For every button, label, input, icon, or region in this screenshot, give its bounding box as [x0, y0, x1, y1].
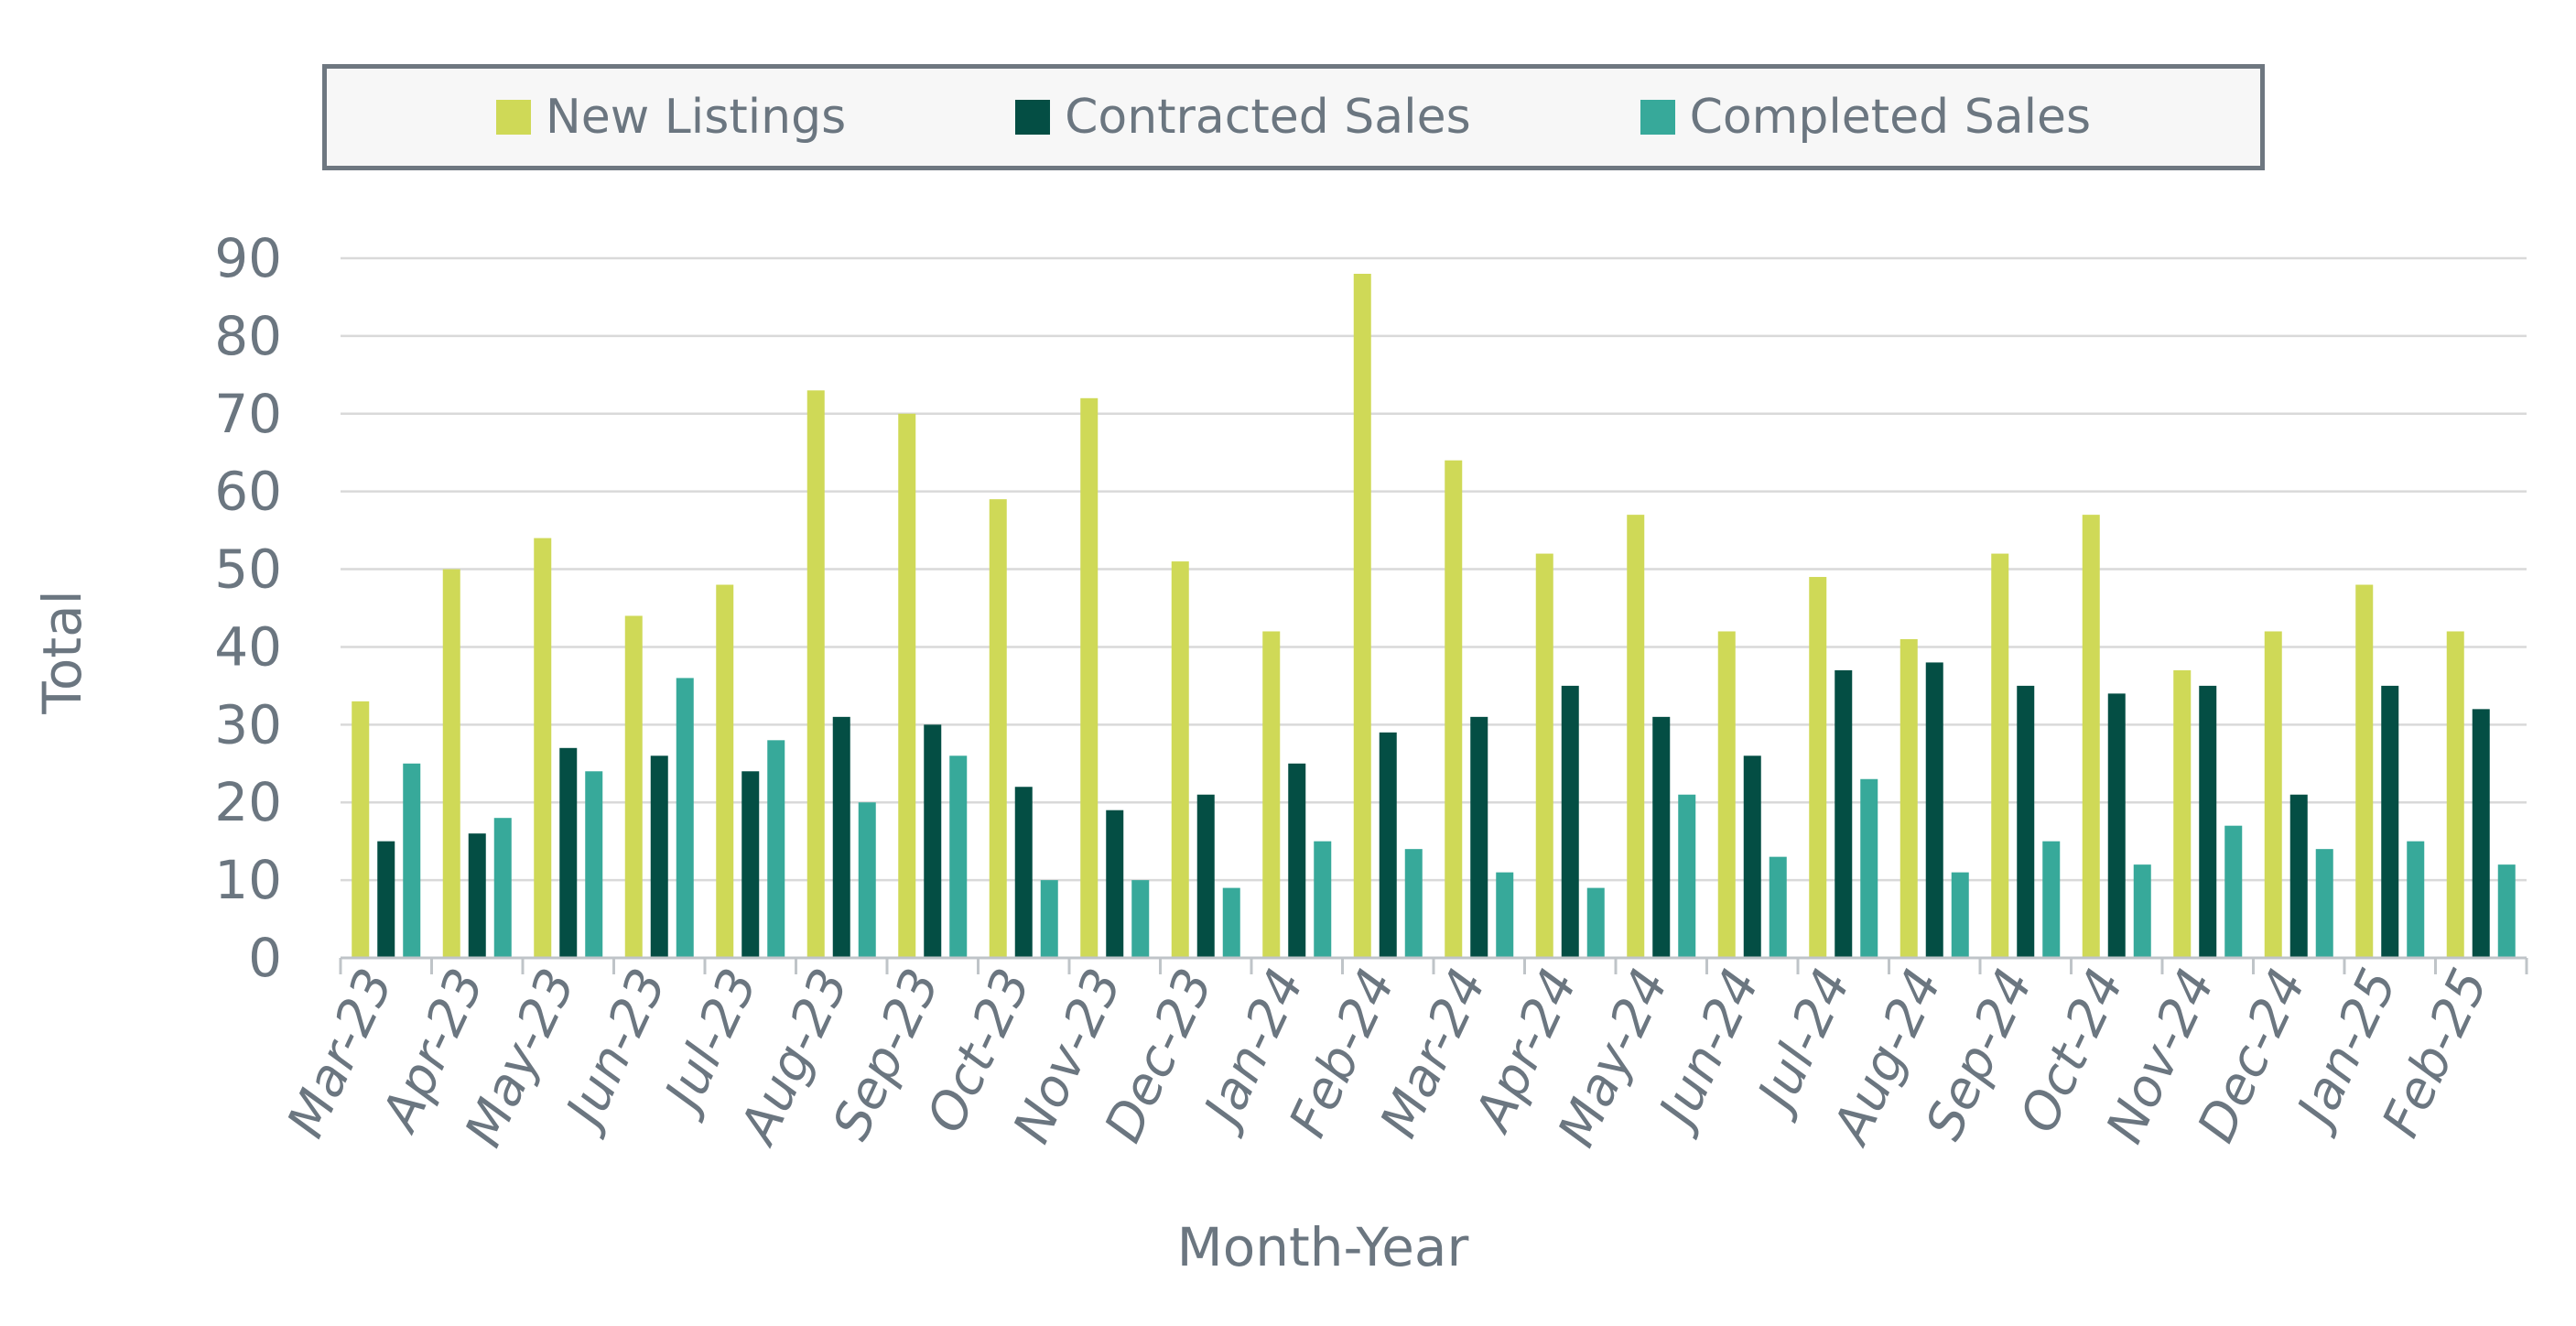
bar-new-listings-sep-23	[898, 413, 916, 958]
bar-completed-sales-oct-23	[1040, 880, 1058, 958]
y-tick-label-10: 10	[214, 849, 282, 911]
bar-new-listings-sep-24	[1991, 553, 2009, 958]
bar-completed-sales-jan-25	[2407, 841, 2425, 958]
bar-new-listings-may-23	[534, 538, 552, 958]
bar-completed-sales-may-24	[1678, 794, 1696, 958]
bar-completed-sales-jul-24	[1860, 778, 1878, 958]
bar-completed-sales-aug-23	[858, 802, 876, 958]
bar-new-listings-oct-23	[989, 499, 1007, 958]
bar-completed-sales-nov-23	[1131, 880, 1150, 958]
bar-new-listings-aug-23	[806, 390, 825, 958]
legend-item-new-listings: New Listings	[495, 90, 847, 145]
bar-contracted-sales-sep-23	[924, 724, 942, 958]
bar-completed-sales-jun-24	[1769, 856, 1787, 958]
bar-contracted-sales-oct-24	[2107, 693, 2126, 958]
y-tick-label-20: 20	[214, 771, 282, 833]
legend-swatch-new-listings	[495, 100, 531, 135]
bar-contracted-sales-jan-25	[2381, 685, 2399, 958]
x-axis-title: Month-Year	[1176, 1216, 1469, 1278]
bar-contracted-sales-may-23	[559, 747, 578, 958]
bar-completed-sales-sep-23	[949, 755, 968, 958]
bar-completed-sales-aug-24	[1951, 872, 1969, 958]
bar-new-listings-nov-23	[1080, 397, 1099, 958]
legend-item-contracted-sales: Contracted Sales	[1015, 90, 1471, 145]
y-tick-label-30: 30	[214, 693, 282, 755]
bar-new-listings-dec-23	[1171, 561, 1189, 958]
bar-contracted-sales-apr-23	[468, 833, 486, 958]
bar-completed-sales-oct-24	[2133, 864, 2151, 958]
legend-swatch-contracted-sales	[1015, 100, 1051, 135]
bar-new-listings-may-24	[1627, 515, 1645, 958]
bar-contracted-sales-dec-23	[1196, 794, 1215, 958]
bar-completed-sales-dec-23	[1222, 887, 1240, 958]
bar-contracted-sales-jan-24	[1288, 763, 1306, 958]
bar-new-listings-jun-24	[1717, 631, 1736, 958]
bar-new-listings-jul-23	[716, 584, 734, 958]
y-tick-label-50: 50	[214, 538, 282, 601]
bar-contracted-sales-oct-23	[1014, 787, 1033, 958]
y-tick-label-70: 70	[214, 383, 282, 445]
y-tick-label-60: 60	[214, 461, 282, 523]
legend-label-contracted-sales: Contracted Sales	[1065, 90, 1471, 145]
bar-new-listings-feb-24	[1353, 273, 1371, 958]
y-tick-label-40: 40	[214, 615, 282, 678]
legend-label-completed-sales: Completed Sales	[1689, 90, 2092, 145]
bar-contracted-sales-jun-24	[1743, 755, 1761, 958]
bar-contracted-sales-aug-24	[1925, 662, 1943, 958]
legend: New Listings Contracted Sales Completed …	[322, 64, 2265, 170]
bar-completed-sales-feb-24	[1404, 849, 1423, 958]
bar-new-listings-apr-24	[1535, 553, 1553, 958]
bar-new-listings-feb-25	[2446, 631, 2464, 958]
y-tick-label-90: 90	[214, 227, 282, 289]
bar-completed-sales-sep-24	[2042, 841, 2061, 958]
bar-completed-sales-apr-23	[493, 818, 512, 958]
bar-contracted-sales-may-24	[1652, 716, 1671, 958]
bar-contracted-sales-jul-23	[741, 771, 760, 958]
bar-new-listings-jan-25	[2355, 584, 2374, 958]
bar-completed-sales-feb-25	[2497, 864, 2516, 958]
bar-completed-sales-jan-24	[1314, 841, 1332, 958]
bar-contracted-sales-nov-24	[2199, 685, 2217, 958]
y-tick-label-0: 0	[248, 927, 282, 989]
bar-completed-sales-nov-24	[2224, 825, 2243, 958]
bar-contracted-sales-aug-23	[832, 716, 850, 958]
bar-contracted-sales-feb-24	[1379, 732, 1397, 958]
bar-contracted-sales-nov-23	[1106, 810, 1124, 958]
bar-completed-sales-may-23	[585, 771, 603, 958]
bar-contracted-sales-jun-23	[650, 755, 668, 958]
bar-completed-sales-mar-24	[1496, 872, 1514, 958]
bar-contracted-sales-mar-23	[377, 841, 395, 958]
bar-contracted-sales-apr-24	[1561, 685, 1579, 958]
y-axis-title: Total	[31, 590, 93, 714]
bar-completed-sales-dec-24	[2315, 849, 2333, 958]
bar-new-listings-oct-24	[2082, 515, 2100, 958]
bar-new-listings-mar-23	[352, 701, 370, 958]
bar-completed-sales-jul-23	[767, 740, 785, 958]
bar-contracted-sales-sep-24	[2017, 685, 2035, 958]
bar-completed-sales-apr-24	[1586, 887, 1605, 958]
bar-completed-sales-mar-23	[403, 763, 421, 958]
legend-item-completed-sales: Completed Sales	[1640, 90, 2092, 145]
legend-swatch-completed-sales	[1640, 100, 1675, 135]
bar-new-listings-mar-24	[1445, 460, 1463, 958]
bar-contracted-sales-feb-25	[2472, 709, 2490, 958]
bar-new-listings-nov-24	[2173, 669, 2192, 958]
bar-new-listings-jun-23	[624, 615, 643, 958]
bar-new-listings-aug-24	[1900, 638, 1918, 958]
bar-new-listings-dec-24	[2264, 631, 2282, 958]
bar-new-listings-apr-23	[442, 569, 460, 958]
y-tick-label-80: 80	[214, 305, 282, 367]
bar-contracted-sales-mar-24	[1470, 716, 1488, 958]
bar-completed-sales-jun-23	[676, 678, 694, 958]
bar-new-listings-jul-24	[1809, 577, 1827, 958]
bar-new-listings-jan-24	[1262, 631, 1281, 958]
bar-contracted-sales-dec-24	[2289, 794, 2308, 958]
bar-contracted-sales-jul-24	[1835, 669, 1853, 958]
legend-label-new-listings: New Listings	[545, 90, 847, 145]
